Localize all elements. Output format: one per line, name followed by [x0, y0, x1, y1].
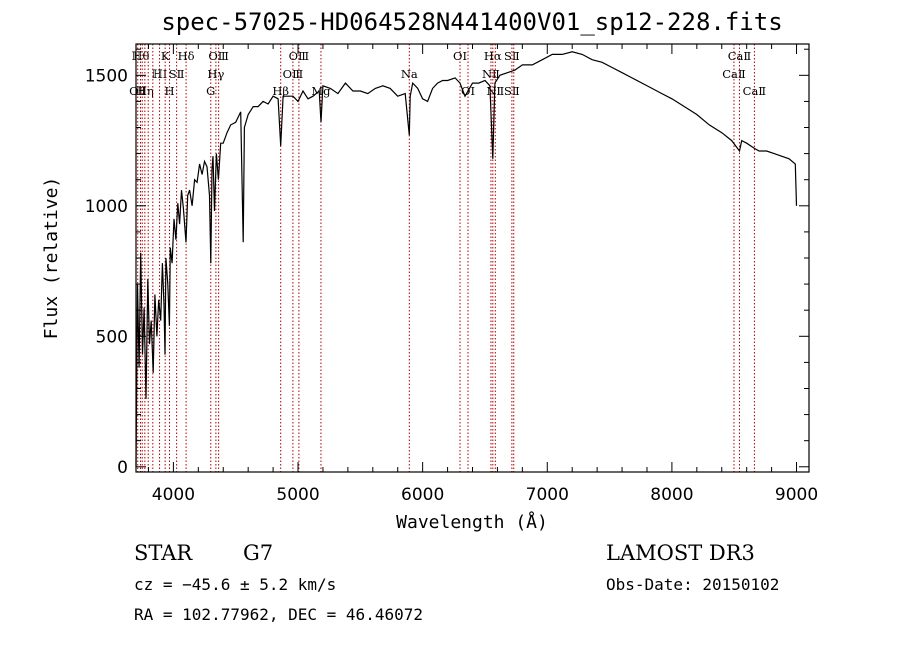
line-label: ℍΙ [152, 67, 167, 81]
line-label: K [161, 49, 170, 63]
sky-coordinates: RA = 102.77962, DEC = 46.46072 [134, 605, 423, 624]
y-tick-label: 1500 [85, 66, 128, 86]
line-label: OⅢ [289, 49, 310, 63]
line-label: CaⅡ [722, 67, 746, 81]
line-label: OⅠ [453, 49, 467, 63]
line-label: SⅡ [504, 49, 520, 63]
line-label: SⅡ [169, 67, 185, 81]
observation-date: Obs-Date: 20150102 [606, 575, 779, 594]
object-class: STAR [134, 541, 193, 565]
x-tick-label: 8000 [650, 485, 693, 505]
x-tick-label: 9000 [775, 485, 818, 505]
line-label: NⅡ [482, 67, 500, 81]
y-tick-label: 500 [96, 327, 128, 347]
x-tick-label: 4000 [152, 485, 195, 505]
line-label: Hα [484, 49, 502, 63]
line-label: Hβ [272, 84, 289, 98]
line-label: ℍη [136, 84, 154, 98]
line-label: CaⅡ [743, 84, 767, 98]
plot-frame [135, 43, 810, 473]
line-marks: OⅡℍθℍηℍΙKHSⅡHδGHγOⅢHβOⅢOⅢMgNaOⅠOⅠNⅡHαNⅡS… [129, 44, 766, 472]
survey-name: LAMOST DR3 [606, 541, 755, 565]
chart-title: spec-57025-HD064528N441400V01_sp12-228.f… [161, 8, 782, 36]
redshift-cz: cz = −45.6 ± 5.2 km/s [134, 575, 336, 594]
line-label: G [206, 84, 215, 98]
line-label: NⅡ [486, 84, 504, 98]
y-axis-label: Flux (relative) [41, 177, 62, 340]
axis-ticks: 4000 5000 6000 7000 8000 9000 0 500 1000 1500 [85, 44, 818, 505]
x-tick-label: 7000 [526, 485, 569, 505]
line-label: OⅢ [208, 49, 229, 63]
line-label: Na [401, 67, 418, 81]
line-label: Hδ [178, 49, 195, 63]
line-label: Mg [311, 84, 331, 98]
line-label: OⅢ [283, 67, 304, 81]
line-label: CaⅡ [728, 49, 752, 63]
y-tick-label: 0 [117, 458, 128, 478]
spectrum-line [135, 51, 798, 467]
line-label: SⅡ [504, 84, 520, 98]
x-tick-label: 5000 [276, 485, 319, 505]
y-tick-label: 1000 [85, 197, 128, 217]
line-label: ℍθ [132, 49, 150, 63]
x-axis-label: Wavelength (Å) [396, 511, 548, 533]
line-label: Hγ [207, 67, 224, 81]
line-label: H [165, 84, 175, 98]
spectral-subclass: G7 [243, 541, 273, 565]
x-tick-label: 6000 [401, 485, 444, 505]
